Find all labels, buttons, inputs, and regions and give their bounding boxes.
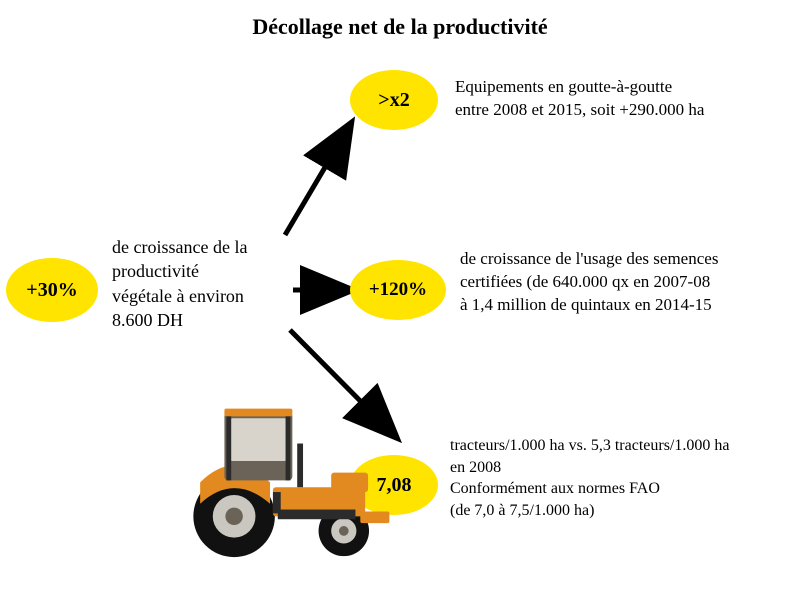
- branch-badge-0: >x2: [350, 70, 438, 130]
- tractor-image: [180, 395, 395, 560]
- branch-text-2: tracteurs/1.000 ha vs. 5,3 tracteurs/1.0…: [450, 435, 800, 521]
- branch-text-1: de croissance de l'usage des semencescer…: [460, 248, 795, 317]
- branch-badge-label-0: >x2: [378, 89, 409, 112]
- branch-badge-label-1: +120%: [369, 279, 427, 301]
- branch-badge-1: +120%: [350, 260, 446, 320]
- branch-text-0: Equipements en goutte-à-goutteentre 2008…: [455, 76, 785, 122]
